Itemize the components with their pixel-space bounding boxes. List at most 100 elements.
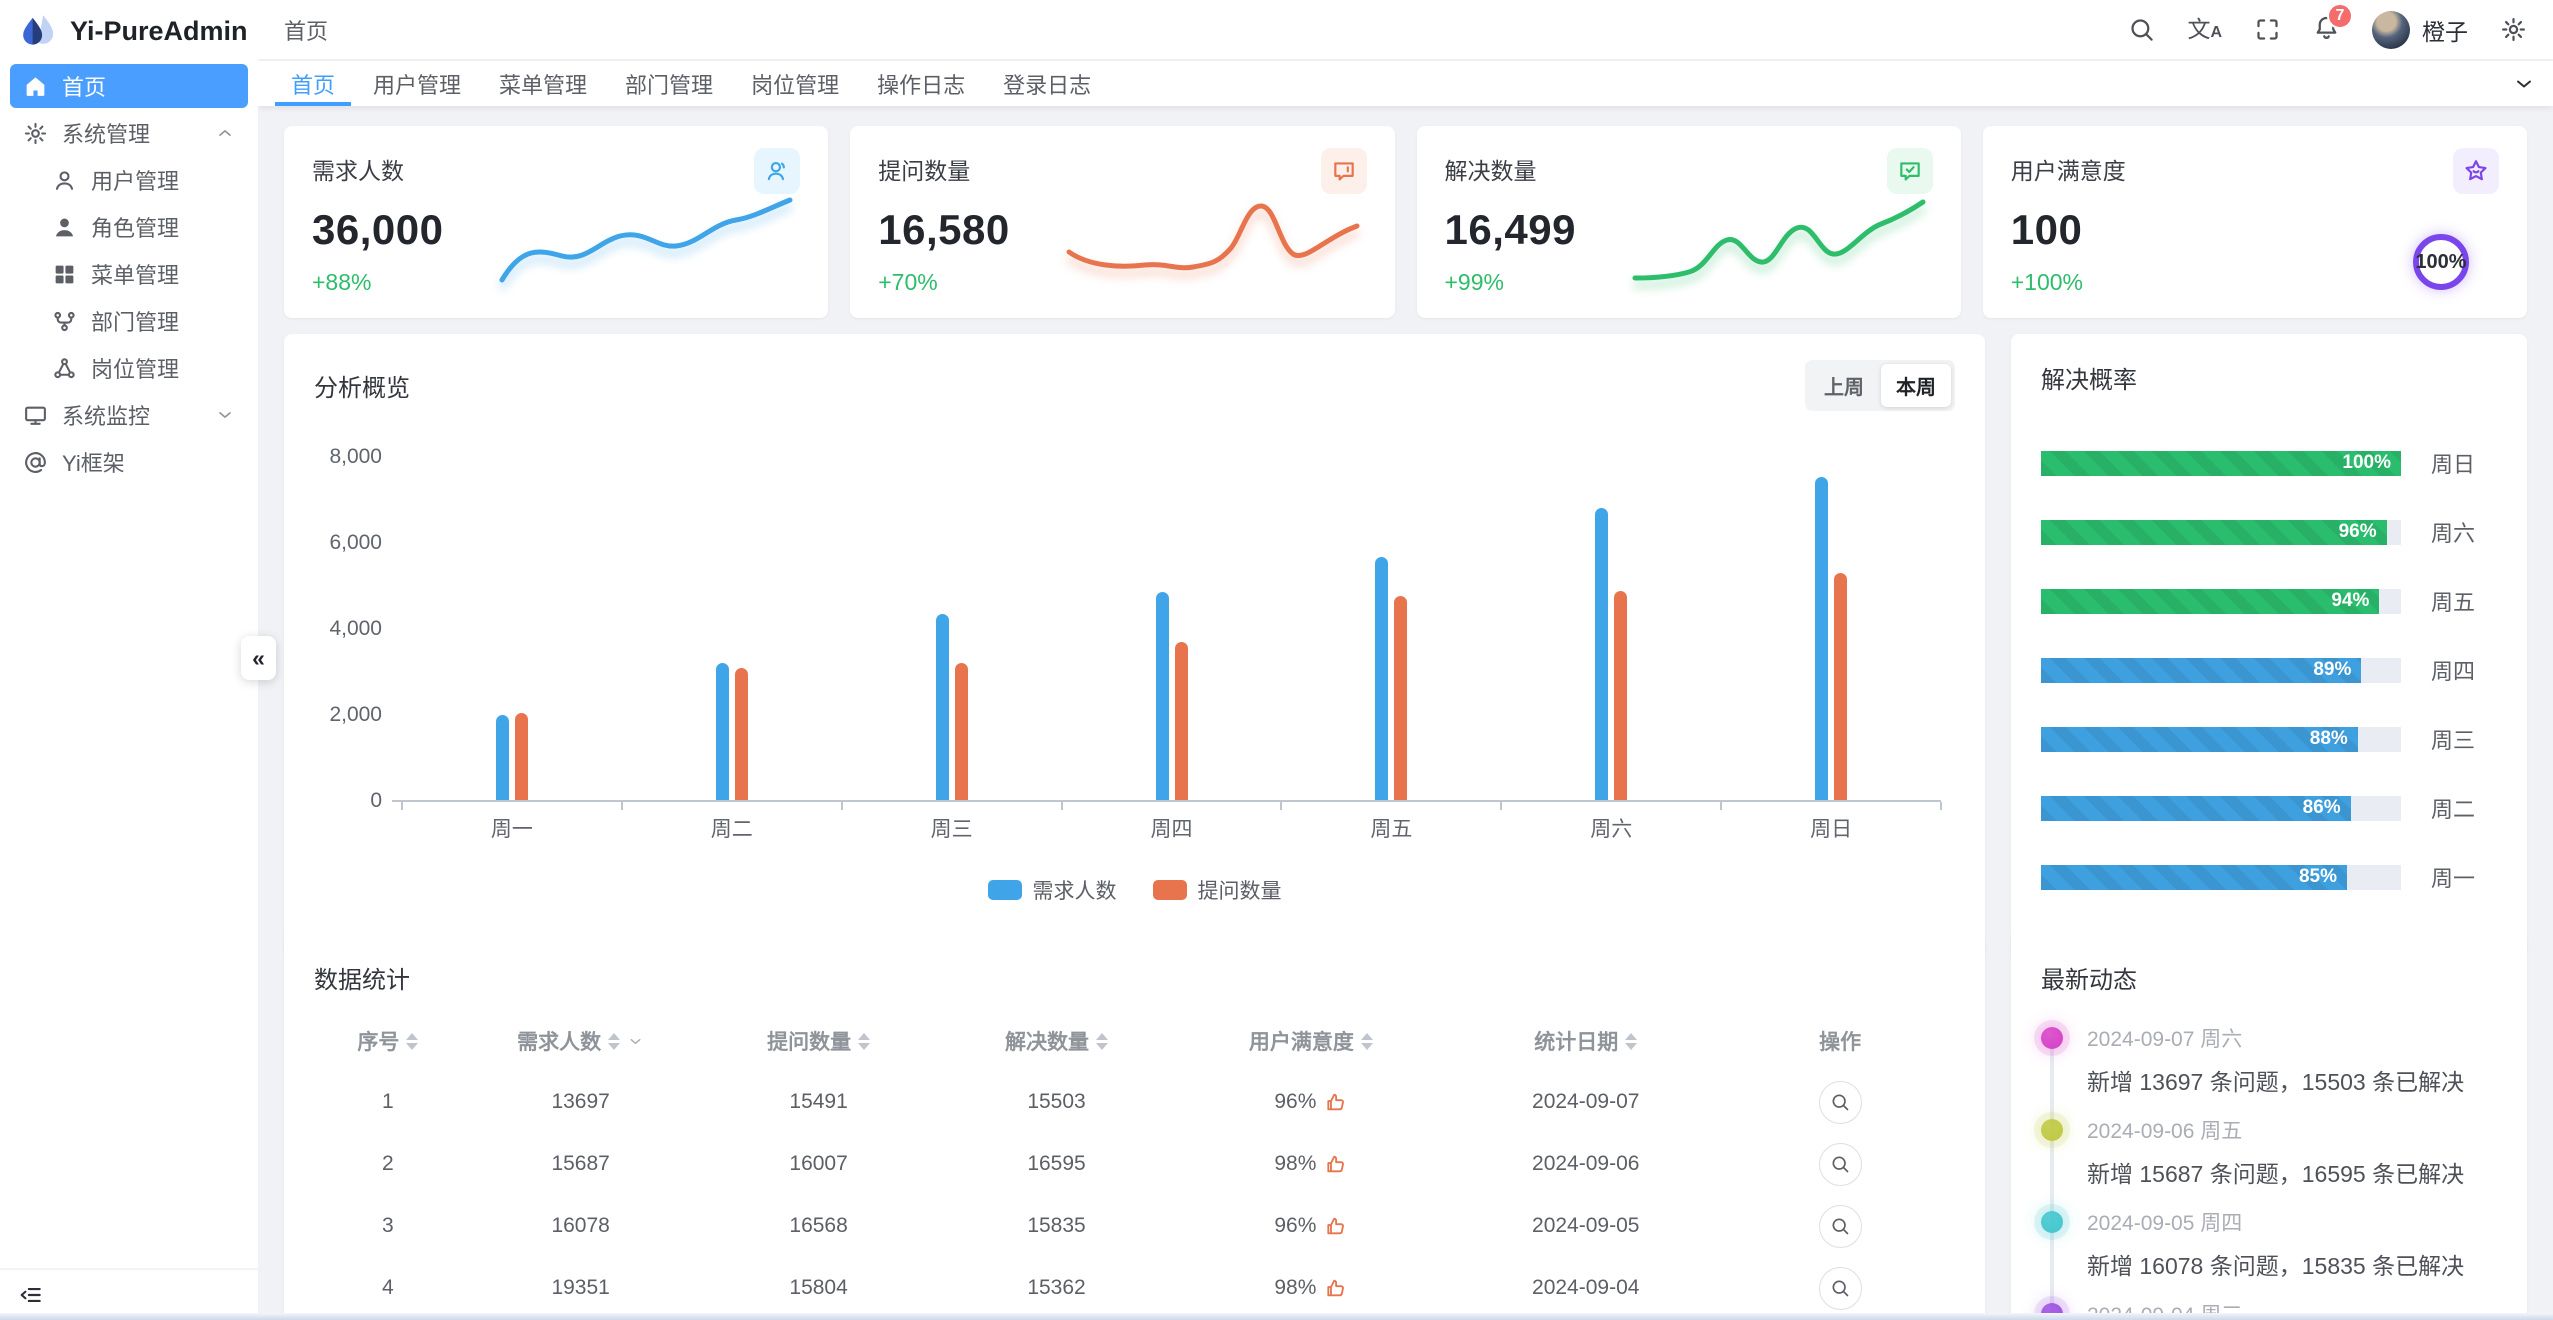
progress-track: 88% bbox=[2041, 726, 2401, 752]
tab-4[interactable]: 岗位管理 bbox=[751, 72, 840, 98]
sidebar-item-0[interactable]: 首页 bbox=[10, 64, 248, 108]
notifications[interactable]: 7 bbox=[2313, 2, 2353, 46]
sort-carets-icon[interactable] bbox=[406, 1032, 419, 1050]
cell-ask: 15491 bbox=[789, 1090, 848, 1113]
user-menu[interactable]: 橙子 bbox=[2372, 10, 2468, 49]
thumb-icon bbox=[1325, 1277, 1347, 1299]
stat-delta: +99% bbox=[1444, 269, 1504, 295]
view-row-button[interactable] bbox=[1818, 1266, 1862, 1310]
column-label: 提问数量 bbox=[767, 1031, 852, 1054]
table-header-4[interactable]: 用户满意度 bbox=[1176, 1011, 1447, 1071]
bar-需求人数 bbox=[935, 614, 949, 801]
cell-solve: 15362 bbox=[1027, 1276, 1086, 1299]
stat-card-0: 需求人数 36,000 +88% bbox=[284, 126, 829, 318]
tab-1[interactable]: 用户管理 bbox=[373, 72, 462, 98]
sidebar-item-4[interactable]: 菜单管理 bbox=[10, 252, 248, 296]
sidebar-collapse-button[interactable]: « bbox=[241, 636, 276, 680]
tabs-menu-button[interactable] bbox=[2495, 61, 2553, 106]
cell-ask: 16568 bbox=[789, 1214, 848, 1237]
thumb-icon bbox=[1325, 1091, 1347, 1113]
timeline-dot bbox=[2041, 1211, 2063, 1233]
sort-carets-icon[interactable] bbox=[1625, 1032, 1638, 1050]
y-axis-label: 0 bbox=[370, 789, 382, 812]
x-axis-tick bbox=[1720, 802, 1723, 810]
table-header-0[interactable]: 序号 bbox=[314, 1011, 462, 1071]
legend-item-1[interactable]: 提问数量 bbox=[1152, 875, 1282, 905]
y-axis-label: 6,000 bbox=[329, 531, 382, 554]
gear-icon[interactable] bbox=[2500, 16, 2527, 43]
sidebar-item-5[interactable]: 部门管理 bbox=[10, 299, 248, 343]
stat-icon-box bbox=[1320, 148, 1367, 194]
stat-icon-box bbox=[1886, 148, 1933, 194]
table-title: 数据统计 bbox=[314, 967, 410, 994]
toggle-last-week[interactable]: 上周 bbox=[1824, 377, 1864, 399]
x-axis-label: 周二 bbox=[710, 818, 753, 841]
solve-day-label: 周三 bbox=[2431, 728, 2476, 753]
view-row-button[interactable] bbox=[1818, 1142, 1862, 1186]
translate-icon[interactable]: 文A bbox=[2187, 16, 2222, 42]
legend-swatch bbox=[1152, 880, 1187, 900]
sort-carets-icon[interactable] bbox=[608, 1032, 621, 1050]
table-header-2[interactable]: 提问数量 bbox=[700, 1011, 938, 1071]
table-header-3[interactable]: 解决数量 bbox=[938, 1011, 1176, 1071]
view-row-button[interactable] bbox=[1818, 1080, 1862, 1124]
column-label: 操作 bbox=[1819, 1031, 1862, 1054]
breadcrumb: 首页 bbox=[284, 18, 329, 44]
tag-tabs-bar: 首页 用户管理 菜单管理 部门管理 岗位管理 操作日志 登录日志 bbox=[258, 61, 2553, 106]
bar-group-周日 bbox=[1721, 457, 1941, 801]
tab-6[interactable]: 登录日志 bbox=[1003, 72, 1092, 98]
sidebar-item-1[interactable]: 系统管理 bbox=[10, 111, 248, 155]
tab-0[interactable]: 首页 bbox=[272, 61, 354, 106]
solve-day-label: 周日 bbox=[2431, 452, 2476, 477]
progress-fill: 89% bbox=[2041, 657, 2362, 683]
x-axis-tick bbox=[401, 802, 403, 810]
progress-track: 85% bbox=[2041, 864, 2401, 890]
stat-title: 提问数量 bbox=[878, 158, 971, 184]
progress-track: 94% bbox=[2041, 588, 2401, 614]
overview-chart-card: 分析概览 上周 本周 0 2,000 4,000 6,000 8,000 周一 周二 周三周… bbox=[284, 334, 1985, 956]
sidebar-item-2[interactable]: 用户管理 bbox=[10, 158, 248, 202]
progress-fill: 86% bbox=[2041, 795, 2351, 821]
sidebar-item-7[interactable]: 系统监控 bbox=[10, 393, 248, 437]
stat-title: 需求人数 bbox=[312, 158, 404, 184]
progress-fill: 96% bbox=[2041, 519, 2387, 545]
legend-item-0[interactable]: 需求人数 bbox=[987, 875, 1117, 905]
table-header-5[interactable]: 统计日期 bbox=[1446, 1011, 1725, 1071]
toggle-this-week[interactable]: 本周 bbox=[1881, 364, 1951, 407]
stat-icon-box bbox=[754, 148, 801, 194]
cell-actions bbox=[1725, 1257, 1955, 1319]
cell-demand: 16078 bbox=[551, 1214, 610, 1237]
view-row-button[interactable] bbox=[1818, 1204, 1862, 1248]
sidebar-item-8[interactable]: Yi框架 bbox=[10, 440, 248, 484]
sort-carets-icon[interactable] bbox=[858, 1032, 871, 1050]
sidebar-item-6[interactable]: 岗位管理 bbox=[10, 346, 248, 390]
bar-提问数量 bbox=[1834, 573, 1848, 801]
search-icon bbox=[1830, 1092, 1850, 1112]
bar-需求人数 bbox=[1595, 508, 1609, 801]
progress-track: 96% bbox=[2041, 519, 2401, 545]
fullscreen-icon[interactable] bbox=[2254, 16, 2281, 43]
x-axis-tick bbox=[1500, 802, 1503, 810]
sort-carets-icon[interactable] bbox=[1096, 1032, 1109, 1050]
tab-2[interactable]: 菜单管理 bbox=[499, 72, 588, 98]
home-icon bbox=[23, 74, 48, 99]
username: 橙子 bbox=[2422, 18, 2468, 45]
chevron-down-icon bbox=[2512, 72, 2536, 96]
sort-carets-icon[interactable] bbox=[1360, 1032, 1373, 1050]
filter-chevron-icon[interactable] bbox=[627, 1033, 644, 1050]
tab-3[interactable]: 部门管理 bbox=[625, 72, 714, 98]
at-icon bbox=[23, 450, 48, 475]
progress-track: 86% bbox=[2041, 795, 2401, 821]
tab-5[interactable]: 操作日志 bbox=[877, 72, 966, 98]
table-header-1[interactable]: 需求人数 bbox=[462, 1011, 700, 1071]
bar-group-周五 bbox=[1281, 457, 1501, 801]
post-icon bbox=[52, 356, 77, 381]
stat-value: 16,580 bbox=[878, 206, 1010, 253]
avatar[interactable] bbox=[2372, 10, 2410, 49]
bar-group-周二 bbox=[622, 457, 842, 801]
search-icon[interactable] bbox=[2128, 16, 2155, 43]
menu-fold-icon[interactable] bbox=[18, 1282, 44, 1308]
satisfaction-ring: 100% bbox=[2413, 234, 2469, 290]
sidebar-item-3[interactable]: 角色管理 bbox=[10, 205, 248, 249]
